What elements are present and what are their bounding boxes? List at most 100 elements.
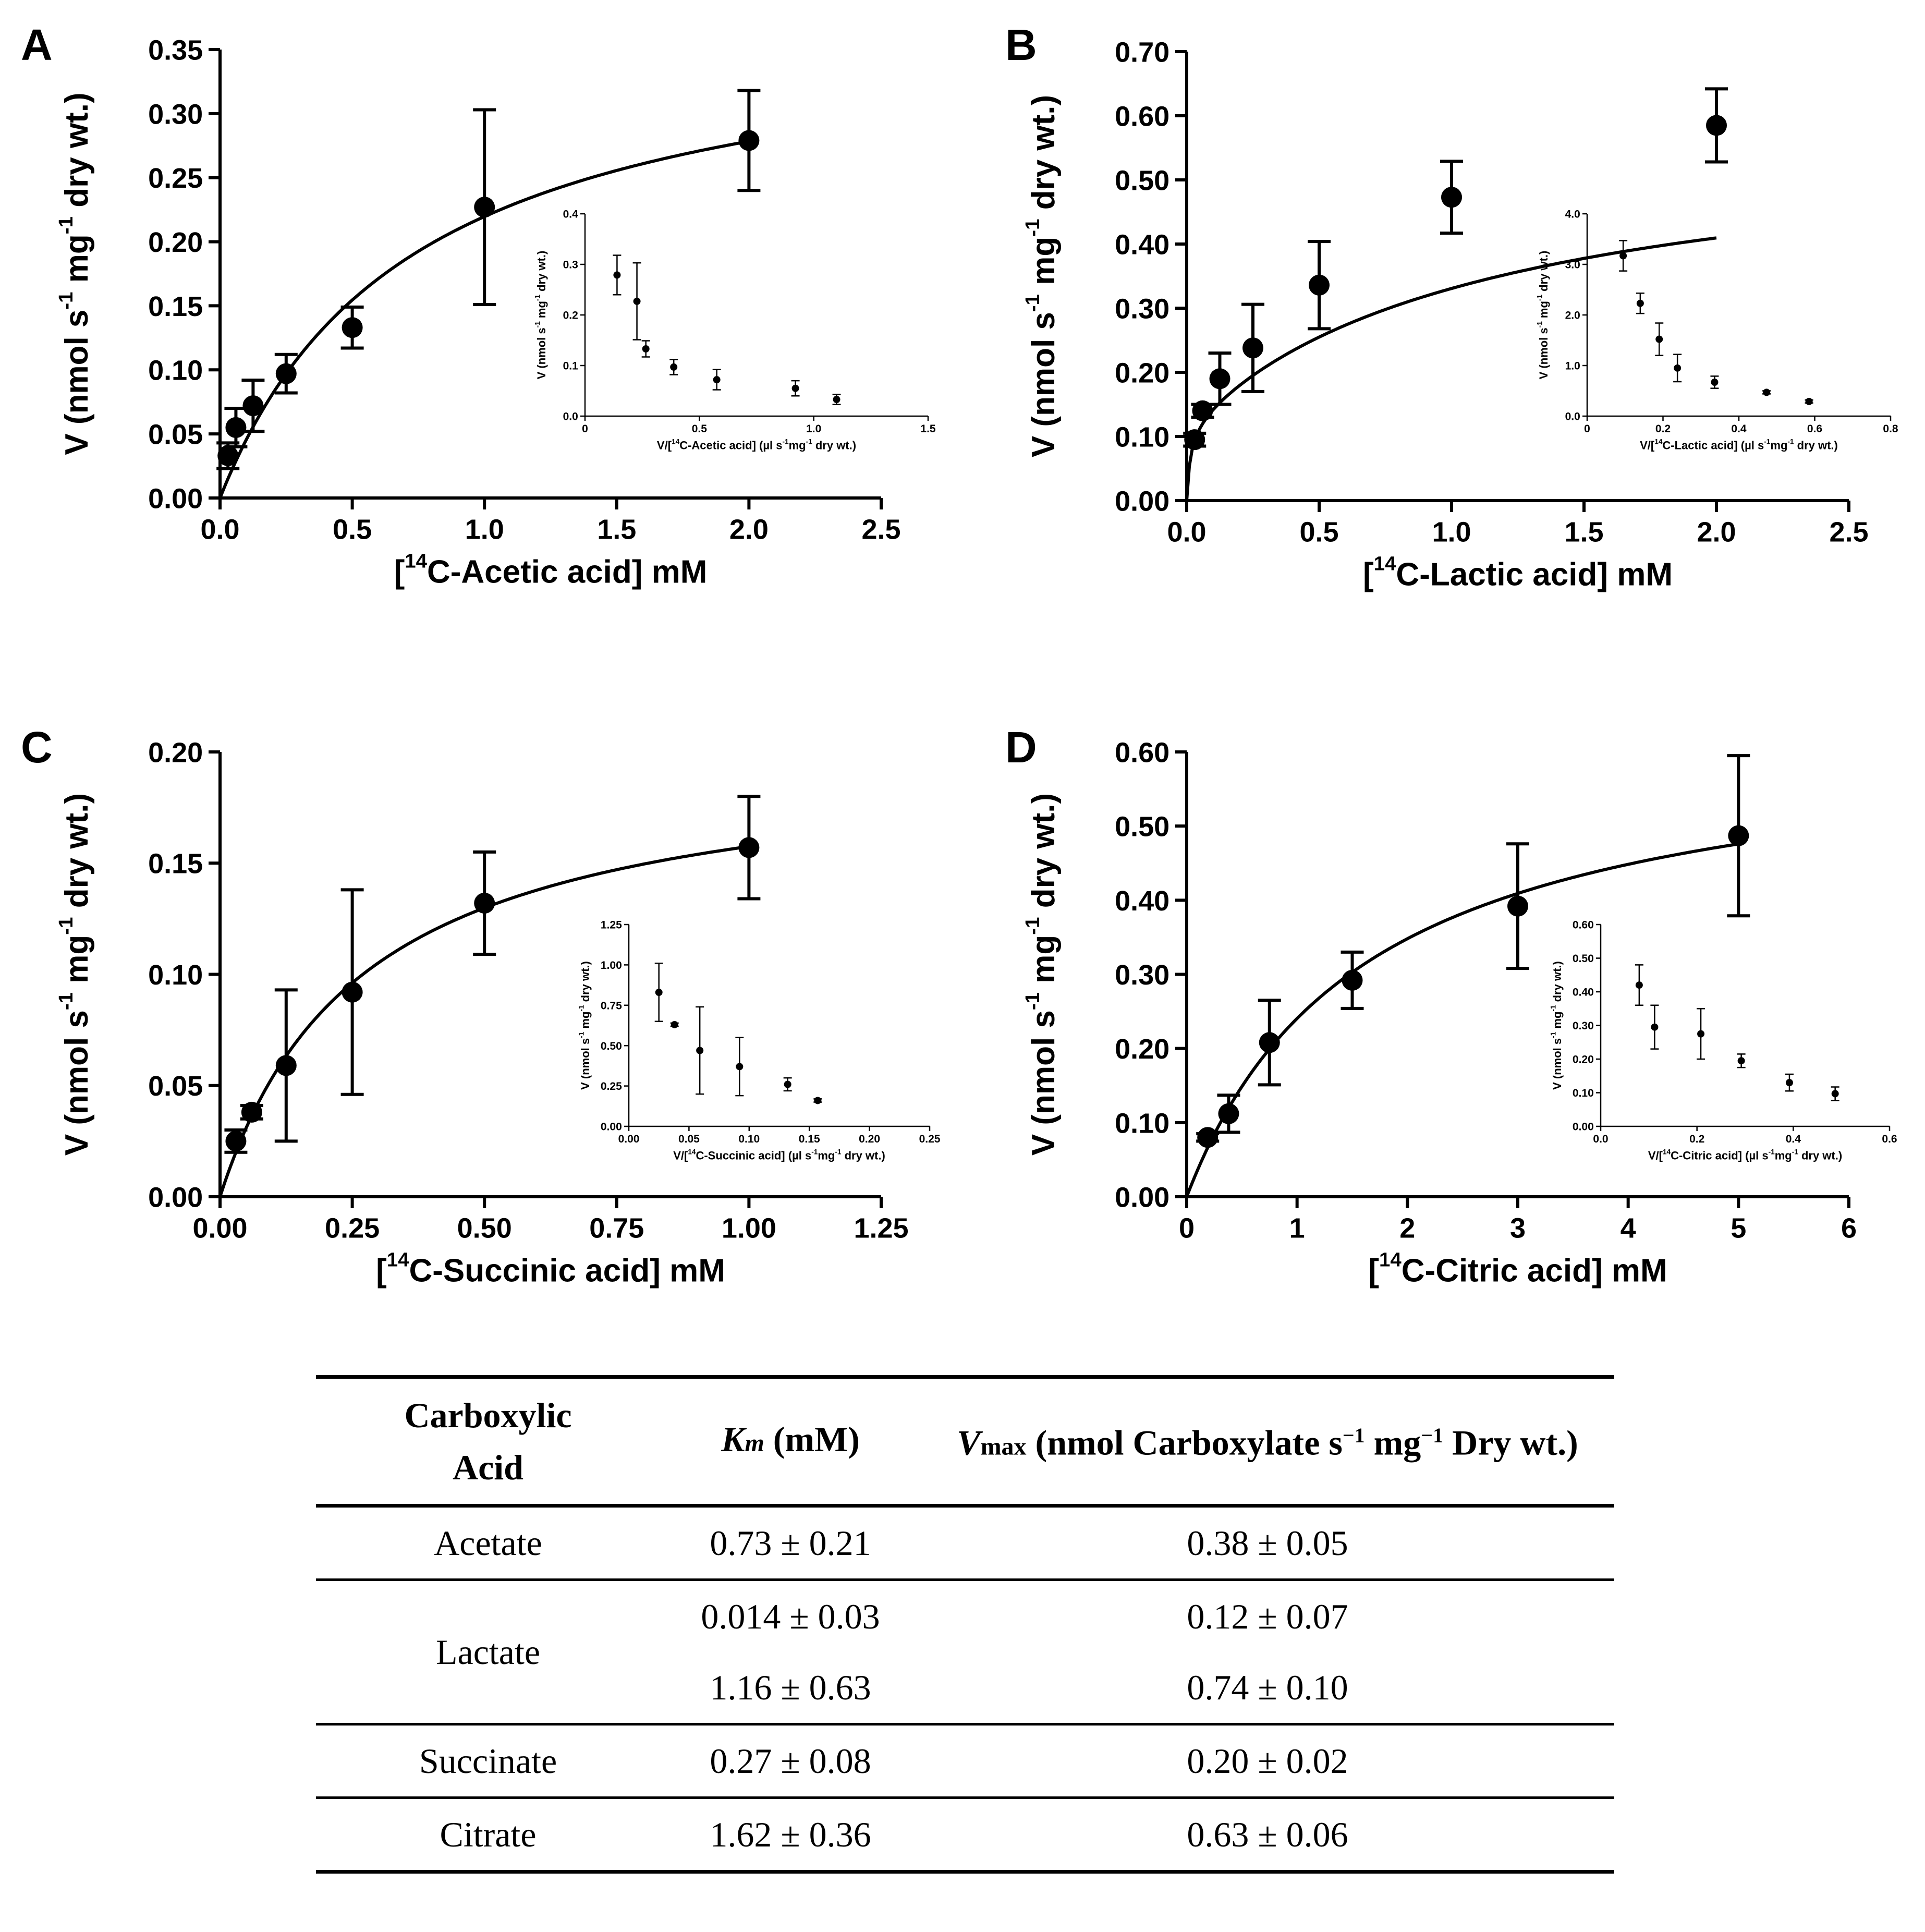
label-text: C-Acetic acid] (µl [679,439,776,452]
data-point [738,837,760,858]
data-point [242,395,264,417]
x-axis-label: [14C-Lactic acid] mM [1363,553,1673,593]
y-tick-label: 0.20 [1573,1054,1594,1066]
y-tick-label: 0.00 [1115,485,1169,517]
y-tick-label: 4.0 [1565,209,1580,221]
x-tick-label: 0.0 [1167,517,1206,548]
x-tick-label: 2.0 [1697,517,1736,548]
label-superscript: 14 [1379,1249,1402,1271]
data-point [655,989,663,997]
data-point [474,893,495,914]
label-text: s [1026,312,1062,330]
data-point [225,417,247,438]
x-tick-label: 3 [1510,1213,1526,1244]
x-tick-label: 0.4 [1731,423,1747,435]
label-superscript: -1 [1787,438,1794,445]
data-point [1805,397,1813,405]
label-text: mg [1770,439,1787,452]
x-tick-label: 1.5 [597,514,636,545]
vmax-value: 0.74 ± 0.10 [1187,1667,1348,1707]
data-point [1192,400,1213,421]
x-tick-label: 0.25 [325,1213,380,1244]
y-tick-label: 0.05 [148,1071,203,1102]
label-text: V (nmol [1026,330,1062,458]
table-group-acetate: Acetate 0.73 ± 0.21 0.38 ± 0.05 [316,1506,1614,1580]
x-axis-label: V/[14C-Succinic acid] (µl s-1mg-1 dry wt… [673,1148,885,1162]
y-tick-label: 0.50 [601,1040,622,1052]
y-tick-label: 1.25 [601,919,622,931]
label-text: dry wt.) [1026,95,1062,219]
y-tick-label: 0.0 [563,411,578,423]
data-point [1737,1057,1745,1065]
data-point [342,317,363,338]
x-tick-label: 4 [1621,1213,1636,1244]
y-axis-label: V (nmol s-1 mg-1 dry wt.) [55,793,95,1156]
x-tick-label: 6 [1841,1213,1857,1244]
x-tick-label: 0 [1584,423,1590,435]
y-tick-label: 0.30 [1573,1020,1594,1032]
data-point [1619,252,1627,260]
label-text: dry wt.) [1537,251,1550,295]
y-tick-label: 0.60 [1573,919,1594,931]
inset-plot: 0.0 0.2 0.4 0.6 0.00 0.10 0.20 0.30 0.40 0.50 0.60… [1550,919,1897,1162]
data-point [1197,1127,1219,1148]
x-tick-label: 1.25 [854,1213,908,1244]
y-tick-label: 0.25 [148,163,203,194]
label-text: V/ [1640,439,1651,452]
data-point [1655,335,1663,343]
label-superscript: -1 [1769,1148,1775,1156]
vmax-value: 0.63 ± 0.06 [1187,1814,1348,1854]
acid-name: Acetate [434,1523,542,1563]
x-axis-label: V/[14C-Lactic acid] (µl s-1mg-1 dry wt.) [1640,438,1838,452]
x-tick-label: 0.4 [1786,1133,1801,1145]
x-tick-label: 0.6 [1807,423,1822,435]
label-text: s [579,1038,592,1044]
label-text: s [1026,1010,1062,1028]
label-superscript: -1 [578,1005,586,1012]
label-text: V/ [673,1149,684,1162]
data-point [670,363,678,371]
y-tick-label: 0.50 [1573,953,1594,965]
table-header-row: Carboxylic Acid Km (mM) Vmax (nmol Carbo… [316,1377,1614,1506]
x-tick-label: 0 [582,423,588,435]
label-text: s [59,1010,95,1028]
x-tick-label: 1.5 [920,423,936,435]
x-axis-label: [14C-Succinic acid] mM [376,1249,725,1289]
data-point [1711,379,1719,386]
data-point [225,1131,247,1152]
header-vmax: Vmax (nmol Carboxylate s−1 mg−1 Dry wt.) [957,1423,1578,1463]
label-text: V (nmol [1551,1044,1564,1090]
data-point [1342,969,1363,991]
label-text: dry wt.) [59,793,95,917]
y-tick-label: 0.50 [1115,165,1169,196]
y-tick-label: 0.20 [148,227,203,258]
y-axis-label: V (nmol s-1 mg-1 dry wt.) [1536,251,1550,380]
y-tick-label: 3.0 [1565,259,1580,271]
y-tick-label: 0.25 [601,1080,622,1092]
label-superscript: 14 [672,438,680,445]
data-point [1763,388,1771,396]
label-superscript: -1 [1550,1031,1557,1038]
label-text: dry wt.) [1794,439,1838,452]
table-row: 1.16 ± 0.63 0.74 ± 0.10 [316,1652,1614,1724]
y-tick-label: 0.20 [1115,1034,1169,1065]
data-point [784,1080,791,1088]
data-point [217,445,239,466]
label-text: [ [668,439,672,452]
y-tick-label: 0.1 [563,360,579,372]
y-tick-label: 0.20 [1115,357,1169,388]
label-text: V (nmol [579,1044,592,1090]
y-tick-label: 0.35 [148,34,203,66]
label-superscript: -1 [1536,321,1544,328]
label-text: dry wt.) [579,961,592,1005]
y-tick-label: 0.00 [1573,1121,1594,1133]
x-tick-label: 1.0 [465,514,504,545]
vmax-value: 0.12 ± 0.07 [1187,1596,1348,1636]
y-tick-label: 1.0 [1565,360,1580,372]
label-superscript: -1 [811,1148,818,1156]
label-text: [ [684,1149,688,1162]
data-point [342,981,363,1003]
label-superscript: -1 [534,321,542,328]
data-point [1635,981,1643,989]
table-group-succinate: Succinate 0.27 ± 0.08 0.20 ± 0.02 [316,1724,1614,1798]
